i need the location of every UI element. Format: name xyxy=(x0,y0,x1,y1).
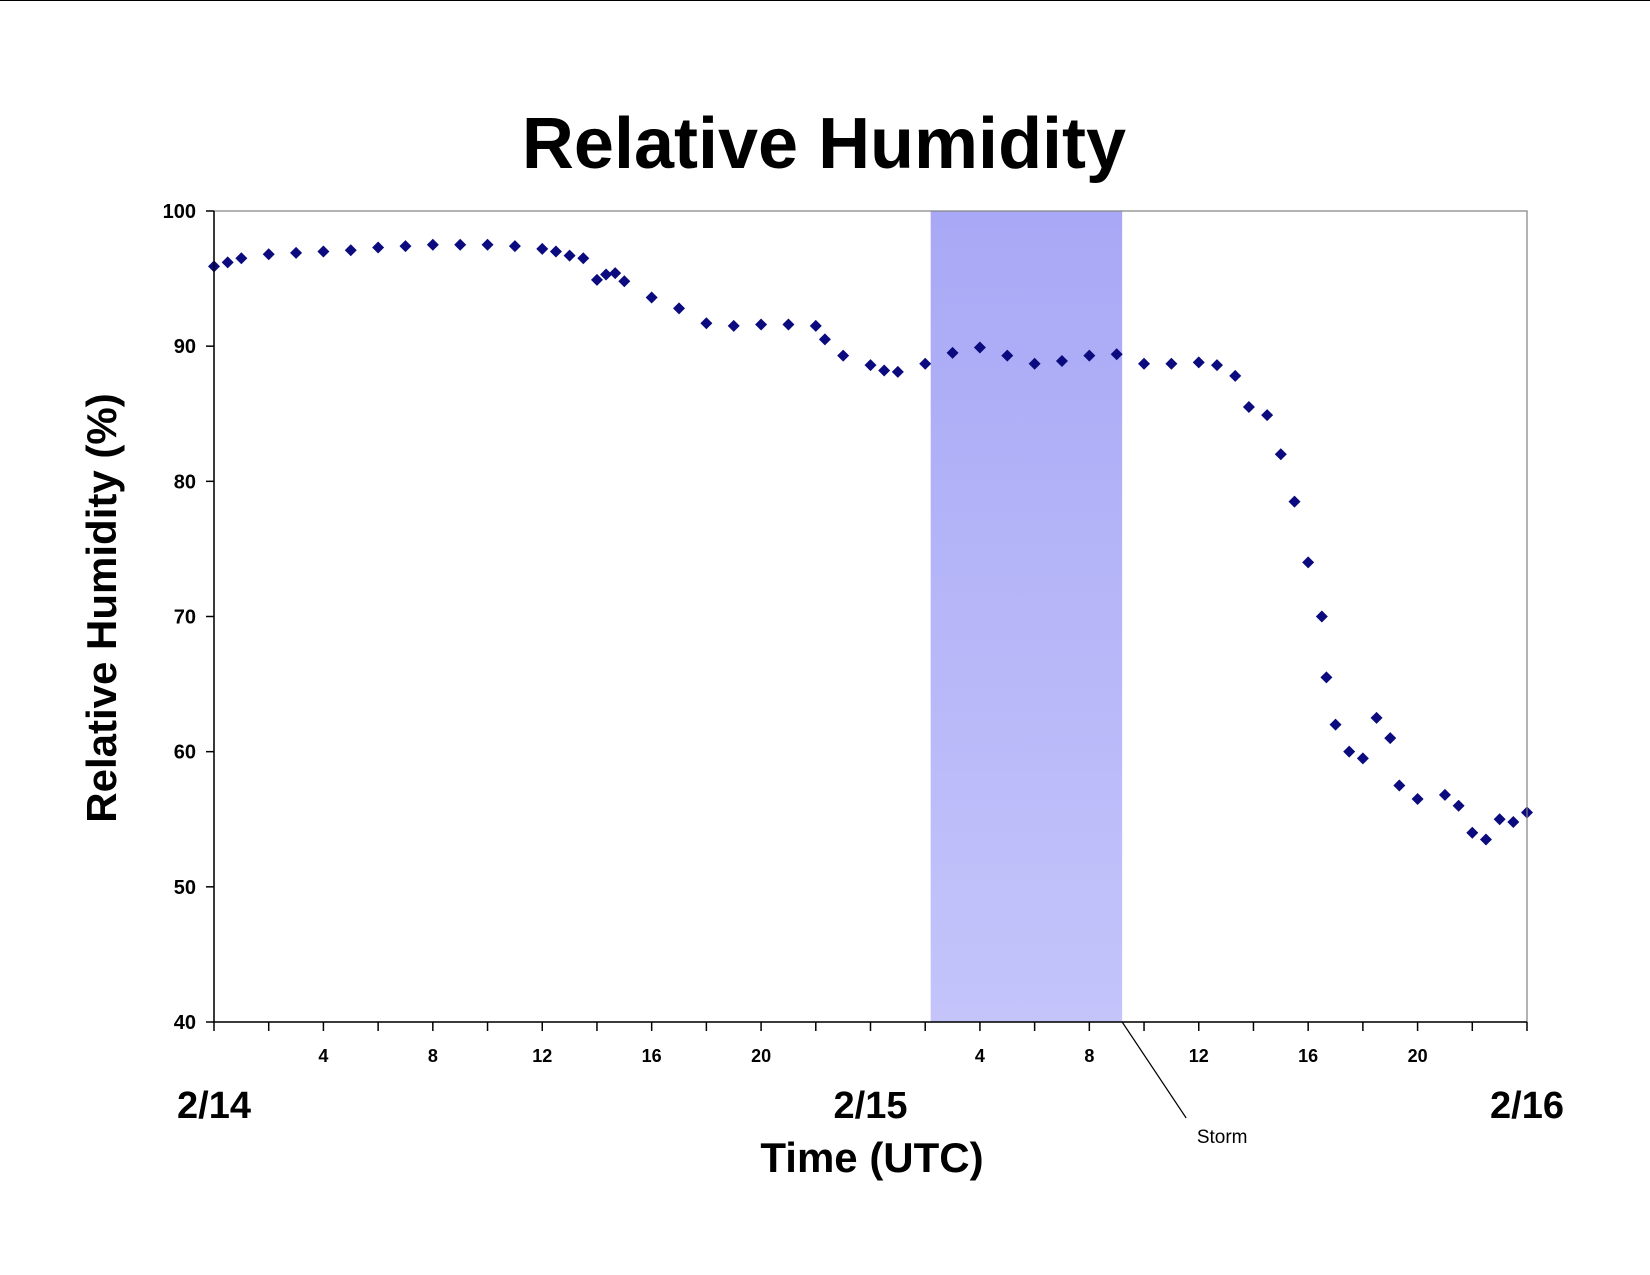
data-point xyxy=(1083,349,1096,362)
data-point xyxy=(1001,349,1014,362)
data-point xyxy=(782,318,795,331)
data-point xyxy=(590,273,603,286)
storm-annotation-label: Storm xyxy=(1197,1127,1248,1148)
y-tick-label: 70 xyxy=(174,607,196,629)
y-tick-label: 80 xyxy=(174,471,196,493)
x-tick-label: 16 xyxy=(1298,1046,1318,1066)
data-point xyxy=(809,319,822,332)
y-tick-label: 60 xyxy=(174,742,196,764)
data-point xyxy=(1329,718,1342,731)
x-tick-label: 4 xyxy=(318,1046,328,1066)
data-point xyxy=(221,256,234,269)
data-point xyxy=(317,245,330,258)
x-tick-label: 12 xyxy=(1189,1046,1209,1066)
data-points xyxy=(208,238,1533,846)
x-tick-label: 8 xyxy=(428,1046,438,1066)
data-point xyxy=(1315,610,1328,623)
date-label: 2/14 xyxy=(177,1085,251,1127)
data-point xyxy=(1242,400,1255,413)
y-axis-ticks: 40 50 60 70 80 90 100 xyxy=(163,201,214,1034)
data-point xyxy=(1452,799,1465,812)
date-label: 2/15 xyxy=(834,1085,908,1127)
data-point xyxy=(426,238,439,251)
data-point xyxy=(235,252,248,265)
data-point xyxy=(481,238,494,251)
data-point xyxy=(1320,671,1333,684)
data-point xyxy=(577,252,590,265)
data-point xyxy=(1055,355,1068,368)
x-tick-label: 12 xyxy=(532,1046,552,1066)
data-point xyxy=(837,349,850,362)
data-point xyxy=(1028,357,1041,370)
date-labels: 2/14 2/15 2/16 xyxy=(177,1085,1564,1127)
data-point xyxy=(262,248,275,261)
data-point xyxy=(755,318,768,331)
data-point xyxy=(673,302,686,315)
data-point xyxy=(1343,745,1356,758)
data-point xyxy=(1479,833,1492,846)
y-tick-label: 90 xyxy=(174,336,196,358)
data-point xyxy=(372,241,385,254)
x-tick-label: 4 xyxy=(975,1046,985,1066)
data-point xyxy=(1165,357,1178,370)
data-point xyxy=(1393,779,1406,792)
y-tick-label: 40 xyxy=(174,1012,196,1034)
data-point xyxy=(600,268,613,281)
data-point xyxy=(1356,752,1369,765)
data-point xyxy=(878,364,891,377)
top-rule xyxy=(0,0,1650,1)
data-point xyxy=(1261,409,1274,422)
data-point xyxy=(344,244,357,257)
data-point xyxy=(563,249,576,262)
data-point xyxy=(508,240,521,253)
data-point xyxy=(1466,826,1479,839)
data-point xyxy=(290,246,303,259)
y-tick-label: 100 xyxy=(163,201,196,223)
x-tick-label: 20 xyxy=(751,1046,771,1066)
data-point xyxy=(700,317,713,330)
data-point xyxy=(645,291,658,304)
data-point xyxy=(609,267,622,280)
data-point xyxy=(454,238,467,251)
data-point xyxy=(1138,357,1151,370)
chart-title: Relative Humidity xyxy=(522,104,1126,184)
data-point xyxy=(1274,448,1287,461)
data-point xyxy=(727,319,740,332)
data-point xyxy=(818,333,831,346)
data-point xyxy=(1507,815,1520,828)
data-point xyxy=(864,359,877,372)
data-point xyxy=(1210,359,1223,372)
x-tick-label: 20 xyxy=(1408,1046,1428,1066)
data-point xyxy=(1229,369,1242,382)
plot-frame xyxy=(213,210,1528,1023)
data-point xyxy=(946,346,959,359)
data-point xyxy=(919,357,932,370)
data-point xyxy=(618,275,631,288)
data-point xyxy=(1302,556,1315,569)
data-point xyxy=(1192,356,1205,369)
data-point xyxy=(1438,788,1451,801)
data-point xyxy=(1110,348,1123,361)
data-point xyxy=(1288,495,1301,508)
data-point xyxy=(891,365,904,378)
data-point xyxy=(973,341,986,354)
x-tick-label: 8 xyxy=(1084,1046,1094,1066)
data-point xyxy=(536,242,549,255)
data-point xyxy=(1411,792,1424,805)
storm-shaded-region xyxy=(930,211,1123,1022)
storm-annotation-leader xyxy=(1121,1021,1187,1119)
data-point xyxy=(1493,813,1506,826)
data-point xyxy=(399,240,412,253)
data-point xyxy=(1384,732,1397,745)
x-tick-label: 16 xyxy=(642,1046,662,1066)
data-point xyxy=(549,245,562,258)
x-axis-title: Time (UTC) xyxy=(760,1134,983,1181)
y-axis-title: Relative Humidity (%) xyxy=(78,393,125,822)
data-point xyxy=(1370,711,1383,724)
y-tick-label: 50 xyxy=(174,877,196,899)
x-axis-ticks: 4 8 12 16 20 4 8 12 16 20 xyxy=(213,1022,1528,1066)
date-label: 2/16 xyxy=(1490,1085,1564,1127)
